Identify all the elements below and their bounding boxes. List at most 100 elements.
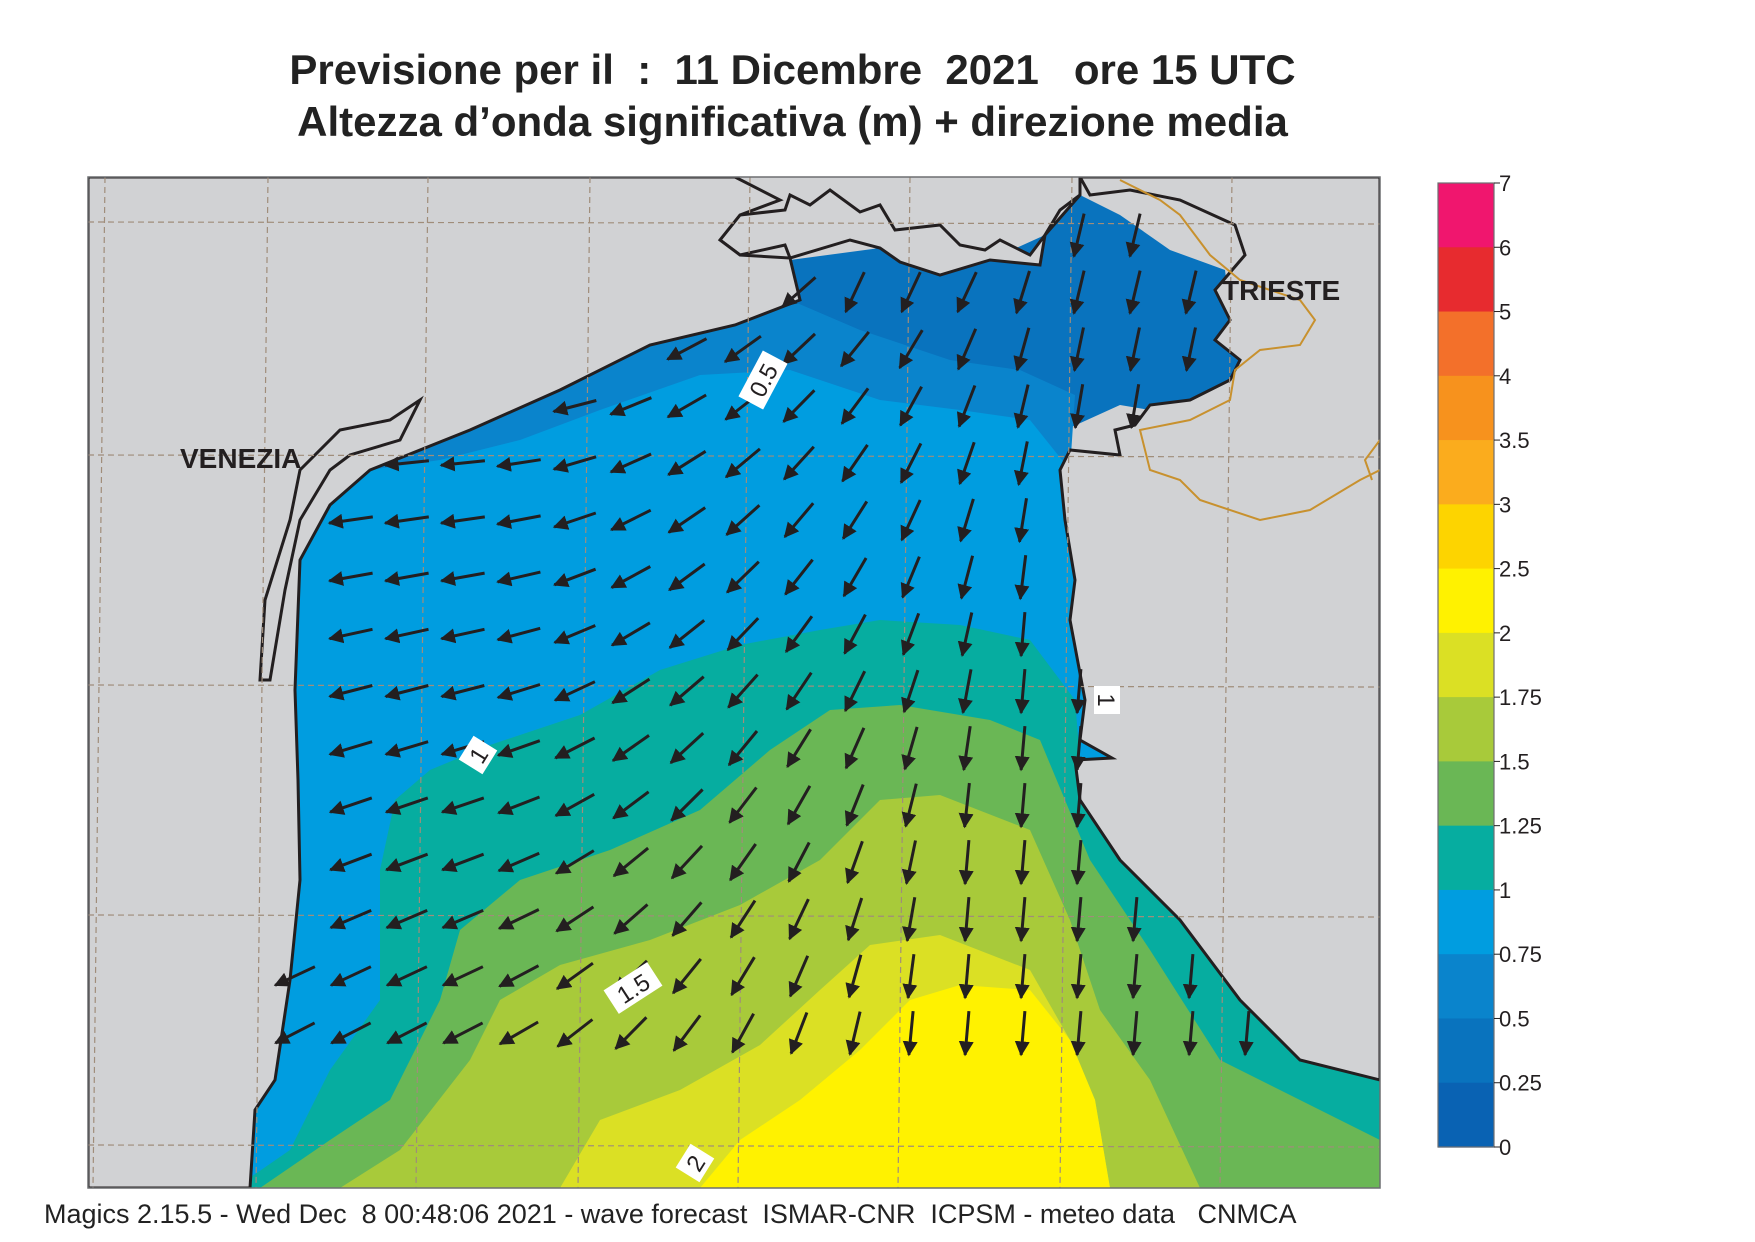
direction-arrow [328, 684, 373, 701]
direction-arrow [899, 385, 923, 427]
meridian-line [577, 177, 591, 1188]
direction-arrow [440, 684, 485, 701]
direction-arrow [672, 957, 702, 995]
direction-arrow [1014, 555, 1030, 601]
wave-direction-arrows [273, 213, 1254, 1057]
land-istria [1058, 177, 1380, 1082]
direction-arrow [781, 332, 817, 366]
direction-arrow [668, 562, 706, 592]
direction-arrow [552, 455, 597, 473]
direction-arrow [1013, 270, 1031, 315]
legend-tick-label: 5 [1499, 300, 1511, 325]
meridian-line [897, 177, 911, 1188]
direction-arrow [1069, 270, 1086, 315]
direction-arrow [900, 556, 921, 599]
direction-arrow [496, 739, 541, 758]
direction-arrow [957, 555, 975, 600]
direction-arrow [725, 504, 761, 536]
direction-arrow [785, 671, 813, 711]
legend-tick-label: 0.25 [1499, 1071, 1542, 1096]
direction-arrow [329, 909, 372, 930]
direction-arrow [497, 795, 541, 816]
direction-arrow [329, 965, 372, 987]
direction-arrow [1181, 327, 1197, 372]
direction-arrow [496, 570, 541, 587]
direction-arrow [496, 626, 541, 644]
direction-arrow [553, 680, 596, 702]
direction-arrow [1069, 327, 1085, 372]
direction-arrow [788, 955, 810, 998]
direction-arrow [957, 498, 975, 543]
direction-arrow [668, 619, 706, 649]
direction-arrow [440, 796, 485, 815]
direction-arrow [385, 965, 428, 987]
direction-arrow [609, 396, 652, 417]
direction-arrow [496, 683, 541, 701]
legend-tick-label: 7 [1499, 171, 1511, 196]
lagoon-venice [258, 395, 424, 682]
direction-arrow [956, 384, 977, 428]
direction-arrow [730, 956, 756, 997]
direction-arrow [731, 1012, 755, 1054]
legend-swatch [1438, 440, 1494, 505]
direction-arrow [901, 612, 921, 657]
direction-arrow [611, 734, 650, 762]
direction-arrow [441, 909, 484, 930]
direction-arrow [1125, 213, 1142, 258]
direction-arrow [726, 617, 760, 651]
direction-arrow [383, 571, 429, 586]
direction-arrow [672, 1014, 702, 1052]
direction-arrow [441, 965, 484, 987]
land-veneto [88, 177, 802, 1188]
meridian-line [737, 177, 751, 1188]
direction-arrow [1126, 896, 1142, 943]
direction-arrow [1014, 1010, 1030, 1057]
legend-tick-label: 3.5 [1499, 428, 1530, 453]
national-border [1119, 179, 1380, 522]
lat-lon-grid [88, 177, 1380, 1188]
direction-arrow [781, 276, 817, 308]
direction-arrow [497, 908, 540, 930]
direction-arrow [1014, 896, 1030, 943]
direction-arrow [844, 784, 865, 827]
legend-swatch [1438, 697, 1494, 762]
legend-tick-label: 2.5 [1499, 557, 1530, 582]
legend-swatch [1438, 504, 1494, 570]
direction-arrow [553, 624, 596, 645]
meridian-line [1219, 177, 1233, 1188]
meridian-line [92, 177, 106, 1188]
direction-arrow [555, 905, 595, 933]
direction-arrow [669, 675, 705, 707]
direction-arrow [328, 740, 373, 758]
direction-arrow [1070, 384, 1085, 430]
legend-swatch [1438, 568, 1494, 634]
legend-tick-label: 6 [1499, 235, 1511, 260]
direction-arrow [729, 899, 757, 939]
direction-arrow [440, 627, 485, 644]
direction-arrow [784, 558, 814, 596]
direction-arrow [667, 450, 707, 476]
direction-arrow [956, 271, 978, 314]
direction-arrow [670, 844, 704, 880]
direction-arrow [439, 456, 486, 472]
direction-arrow [958, 953, 974, 1000]
national-border [1363, 439, 1380, 481]
direction-arrow [610, 621, 651, 647]
direction-arrow [723, 334, 762, 364]
direction-arrow [845, 840, 864, 885]
direction-arrow [845, 897, 864, 942]
coastline [88, 177, 1380, 1188]
direction-arrow [1126, 384, 1141, 430]
direction-arrow [667, 506, 707, 534]
direction-arrow [614, 1016, 648, 1050]
direction-arrow [843, 670, 867, 713]
legend-tick-label: 0.5 [1499, 1006, 1530, 1031]
title-line-2: Altezza d’onda significativa (m) + direz… [297, 98, 1288, 145]
direction-arrow [442, 1021, 484, 1045]
direction-arrow [1014, 611, 1030, 658]
direction-arrow [327, 513, 374, 529]
direction-arrow [783, 502, 815, 538]
direction-arrow [666, 337, 708, 361]
direction-arrow [901, 669, 920, 714]
direction-arrow [899, 442, 923, 484]
